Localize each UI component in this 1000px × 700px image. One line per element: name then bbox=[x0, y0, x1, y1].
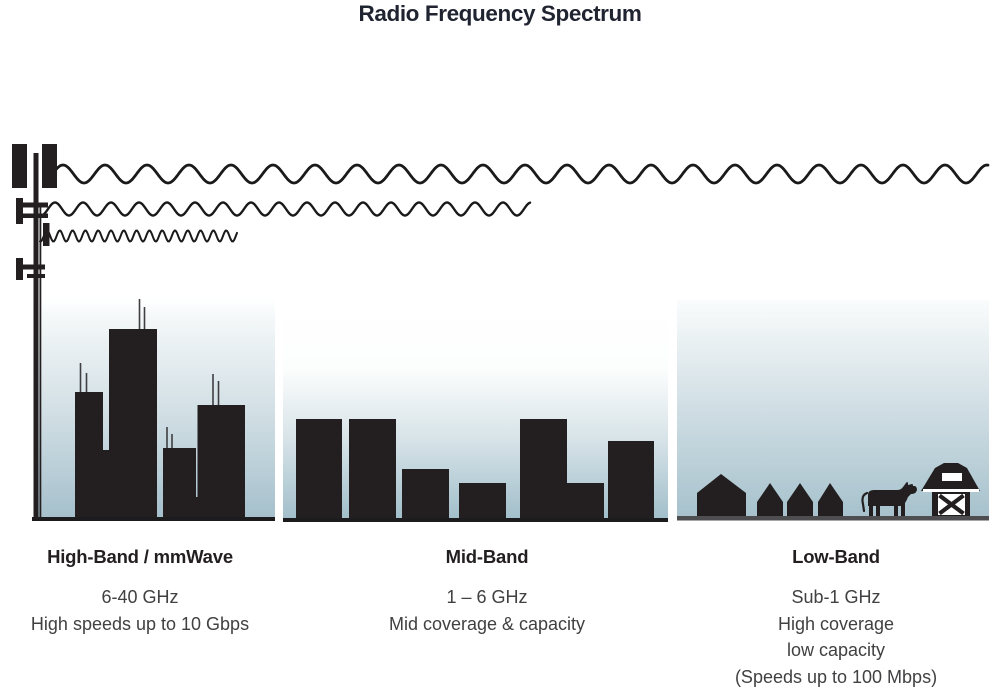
short-wavelength-wave-icon bbox=[39, 229, 238, 243]
band-name: High-Band / mmWave bbox=[47, 546, 233, 567]
rooftop-antenna-icons bbox=[79, 299, 220, 448]
barn-icon bbox=[921, 463, 980, 518]
band-name: Low-Band bbox=[792, 546, 880, 567]
band-detail: High coverage bbox=[777, 613, 895, 634]
low-band-caption: Low-Band Sub-1 GHz High coverage low cap… bbox=[705, 546, 967, 690]
high-band-ground-line bbox=[32, 517, 275, 521]
cow-icon bbox=[861, 482, 917, 517]
house-icon bbox=[697, 474, 746, 520]
house-icon bbox=[757, 483, 783, 520]
cell-tower-icon bbox=[12, 144, 57, 519]
spectrum-illustration bbox=[12, 144, 990, 522]
band-detail: low capacity bbox=[786, 640, 886, 660]
midrise-buildings-icon bbox=[296, 419, 654, 518]
band-detail: Sub-1 GHz bbox=[791, 587, 881, 607]
band-detail: 6-40 GHz bbox=[101, 587, 179, 607]
ground-lines bbox=[32, 516, 989, 522]
mid-band-caption: Mid-Band 1 – 6 GHz Mid coverage & capaci… bbox=[356, 546, 618, 637]
mid-band-ground-line bbox=[283, 518, 668, 522]
band-detail: High speeds up to 10 Gbps bbox=[30, 613, 250, 634]
house-icon bbox=[818, 483, 843, 520]
high-band-caption: High-Band / mmWave 6-40 GHz High speeds … bbox=[9, 546, 271, 637]
diagram-title: Radio Frequency Spectrum bbox=[358, 1, 642, 26]
band-detail: (Speeds up to 100 Mbps) bbox=[734, 666, 938, 687]
city-skyscrapers-icon bbox=[75, 299, 245, 518]
band-detail: Mid coverage & capacity bbox=[388, 613, 586, 634]
band-detail: 1 – 6 GHz bbox=[446, 587, 528, 607]
rural-houses-barn-cow-icon bbox=[697, 463, 980, 520]
long-wavelength-wave-icon bbox=[46, 163, 990, 185]
band-name: Mid-Band bbox=[445, 546, 529, 567]
medium-wavelength-wave-icon bbox=[42, 201, 532, 217]
radio-waves bbox=[39, 163, 990, 243]
house-icon bbox=[787, 483, 813, 520]
low-band-ground-line bbox=[677, 516, 989, 521]
